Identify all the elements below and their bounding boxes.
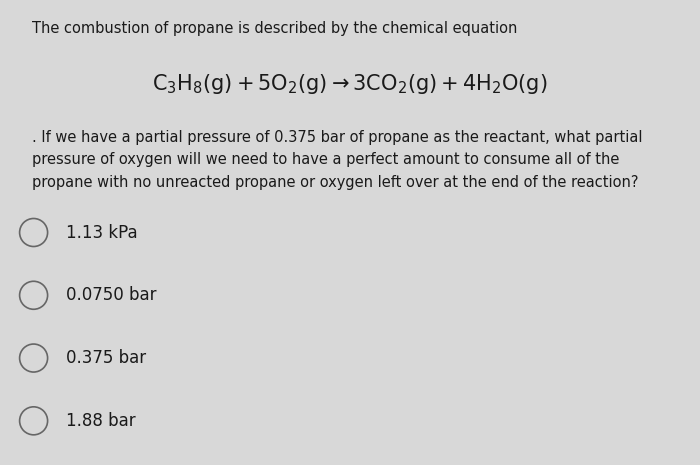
Text: $\mathrm{C_3H_8(g) + 5O_2(g) \rightarrow 3CO_2(g) + 4H_2O(g)}$: $\mathrm{C_3H_8(g) + 5O_2(g) \rightarrow… — [153, 72, 547, 96]
Text: 1.13 kPa: 1.13 kPa — [66, 224, 138, 241]
Text: 0.375 bar: 0.375 bar — [66, 349, 146, 367]
Text: 1.88 bar: 1.88 bar — [66, 412, 136, 430]
Text: The combustion of propane is described by the chemical equation: The combustion of propane is described b… — [32, 21, 517, 36]
Text: 0.0750 bar: 0.0750 bar — [66, 286, 157, 304]
Text: . If we have a partial pressure of 0.375 bar of propane as the reactant, what pa: . If we have a partial pressure of 0.375… — [32, 130, 642, 190]
